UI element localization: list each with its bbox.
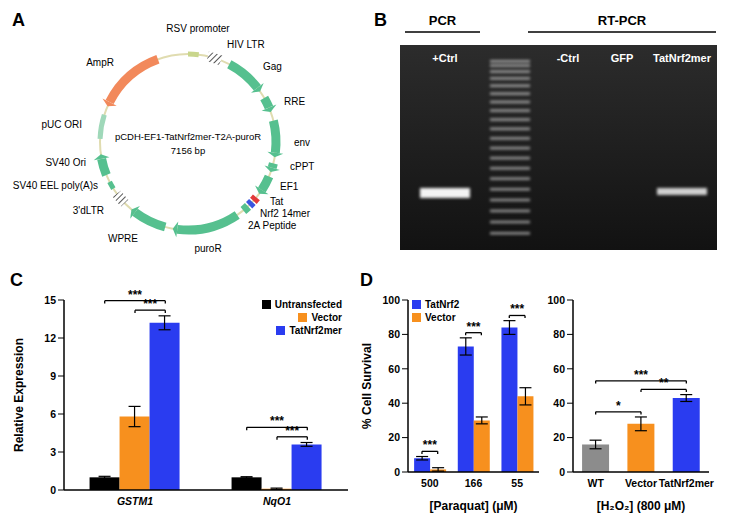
svg-text:pCDH-EF1-TatNrf2mer-T2A-puroR: pCDH-EF1-TatNrf2mer-T2A-puroR bbox=[115, 131, 261, 142]
svg-text:3'dLTR: 3'dLTR bbox=[73, 205, 104, 216]
html-text:Vector: Vector bbox=[425, 312, 456, 323]
html-text:Vector: Vector bbox=[311, 312, 342, 323]
svg-text:40: 40 bbox=[553, 397, 565, 409]
svg-text:***: *** bbox=[128, 288, 142, 302]
svg-text:60: 60 bbox=[553, 363, 565, 375]
svg-text:6: 6 bbox=[50, 408, 56, 420]
svg-text:PCR: PCR bbox=[429, 13, 457, 28]
svg-text:[Paraquat] (μM): [Paraquat] (μM) bbox=[429, 499, 517, 513]
svg-text:80: 80 bbox=[553, 328, 565, 340]
html-text:TatNrf2: TatNrf2 bbox=[425, 299, 460, 310]
svg-text:***: *** bbox=[634, 368, 648, 382]
svg-text:Tat: Tat bbox=[270, 196, 284, 207]
svg-text:12: 12 bbox=[44, 332, 56, 344]
svg-text:pUC ORI: pUC ORI bbox=[41, 119, 82, 130]
svg-text:0: 0 bbox=[394, 466, 400, 478]
svg-text:15: 15 bbox=[44, 294, 56, 306]
svg-text:RRE: RRE bbox=[284, 96, 305, 107]
svg-text:% Cell Survival: % Cell Survival bbox=[360, 343, 374, 429]
svg-text:100: 100 bbox=[382, 294, 400, 306]
svg-text:55: 55 bbox=[511, 477, 523, 489]
svg-text:40: 40 bbox=[388, 397, 400, 409]
svg-text:WT: WT bbox=[588, 477, 605, 489]
svg-text:B: B bbox=[374, 10, 387, 30]
svg-text:GFP: GFP bbox=[611, 52, 634, 64]
html-text:C: C bbox=[10, 270, 23, 290]
svg-text:0: 0 bbox=[50, 484, 56, 496]
svg-text:500: 500 bbox=[421, 477, 439, 489]
svg-text:TatNrf2mer: TatNrf2mer bbox=[653, 52, 712, 64]
svg-text:cPPT: cPPT bbox=[290, 161, 314, 172]
svg-text:NqO1: NqO1 bbox=[263, 495, 291, 507]
svg-text:Nrf2 14mer: Nrf2 14mer bbox=[260, 208, 311, 219]
svg-text:+Ctrl: +Ctrl bbox=[432, 52, 457, 64]
svg-text:20: 20 bbox=[388, 431, 400, 443]
svg-text:9: 9 bbox=[50, 370, 56, 382]
svg-text:WPRE: WPRE bbox=[108, 233, 138, 244]
html-text:TatNrf2mer: TatNrf2mer bbox=[289, 325, 342, 336]
svg-text:**: ** bbox=[659, 376, 669, 390]
svg-text:Relative Expression: Relative Expression bbox=[12, 338, 26, 452]
svg-text:RT-PCR: RT-PCR bbox=[598, 13, 647, 28]
svg-text:SV40 EEL poly(A)s: SV40 EEL poly(A)s bbox=[13, 180, 98, 191]
html-text:D: D bbox=[360, 270, 373, 290]
svg-text:***: *** bbox=[143, 297, 157, 311]
svg-text:GSTM1: GSTM1 bbox=[117, 495, 153, 507]
svg-text:3: 3 bbox=[50, 446, 56, 458]
svg-text:SV40 Ori: SV40 Ori bbox=[45, 157, 86, 168]
svg-text:AmpR: AmpR bbox=[86, 57, 114, 68]
svg-text:166: 166 bbox=[465, 477, 483, 489]
svg-text:env: env bbox=[294, 137, 310, 148]
svg-text:60: 60 bbox=[388, 363, 400, 375]
svg-text:100: 100 bbox=[547, 294, 565, 306]
svg-text:A: A bbox=[12, 10, 25, 30]
svg-text:7156 bp: 7156 bp bbox=[171, 145, 205, 156]
svg-text:TatNrf2mer: TatNrf2mer bbox=[659, 477, 714, 489]
html-text:Untransfected: Untransfected bbox=[274, 299, 342, 310]
svg-text:***: *** bbox=[466, 320, 480, 334]
svg-text:Gag: Gag bbox=[263, 61, 282, 72]
svg-text:80: 80 bbox=[388, 328, 400, 340]
svg-text:HIV LTR: HIV LTR bbox=[227, 39, 265, 50]
svg-text:***: *** bbox=[510, 302, 524, 316]
svg-text:***: *** bbox=[423, 438, 437, 452]
svg-text:*: * bbox=[616, 399, 621, 413]
svg-text:Vector: Vector bbox=[625, 477, 657, 489]
svg-text:***: *** bbox=[270, 414, 284, 428]
svg-text:2A Peptide: 2A Peptide bbox=[248, 220, 297, 231]
svg-text:0: 0 bbox=[559, 466, 565, 478]
svg-text:[H₂O₂] (800 μM): [H₂O₂] (800 μM) bbox=[597, 499, 686, 513]
svg-text:20: 20 bbox=[553, 431, 565, 443]
svg-text:RSV promoter: RSV promoter bbox=[166, 23, 230, 34]
svg-text:puroR: puroR bbox=[194, 243, 221, 254]
svg-text:EF1: EF1 bbox=[280, 181, 299, 192]
svg-text:***: *** bbox=[285, 424, 299, 438]
svg-text:-Ctrl: -Ctrl bbox=[557, 52, 580, 64]
